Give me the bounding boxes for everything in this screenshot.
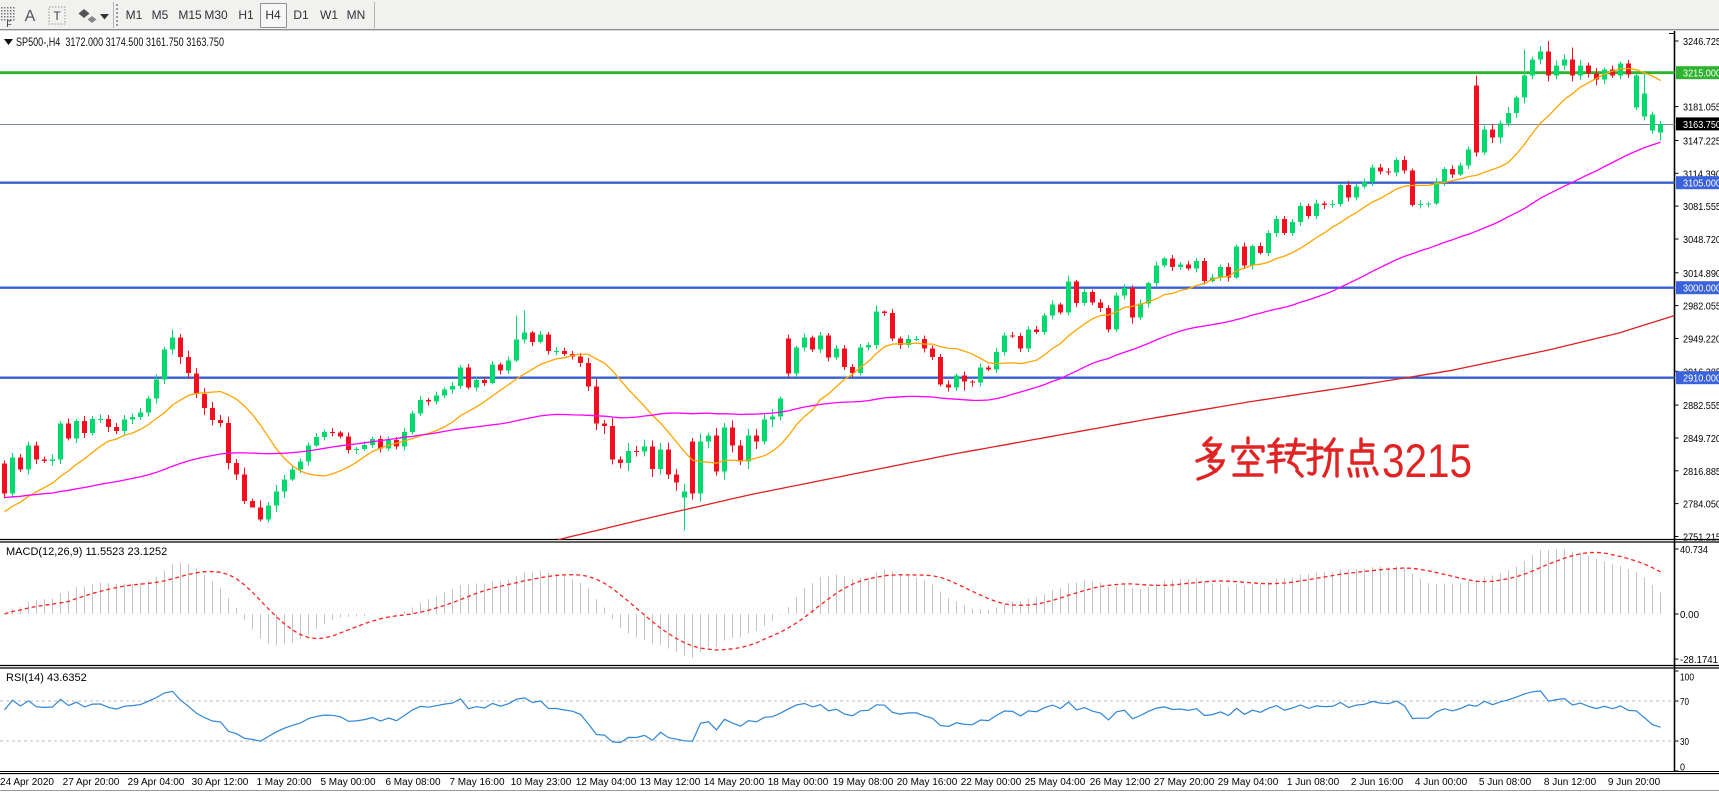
svg-text:18 May 00:00: 18 May 00:00 — [768, 777, 829, 788]
svg-text:13 May 12:00: 13 May 12:00 — [640, 777, 701, 788]
svg-text:22 May 00:00: 22 May 00:00 — [961, 777, 1022, 788]
svg-text:70: 70 — [1680, 696, 1689, 708]
svg-text:3014.890: 3014.890 — [1683, 268, 1719, 280]
svg-text:0.00: 0.00 — [1680, 609, 1699, 621]
svg-text:A: A — [25, 8, 36, 25]
svg-text:MACD(12,26,9) 11.5523 23.1252: MACD(12,26,9) 11.5523 23.1252 — [6, 546, 167, 558]
svg-text:RSI(14) 43.6352: RSI(14) 43.6352 — [6, 672, 87, 684]
svg-text:5 May 00:00: 5 May 00:00 — [320, 777, 375, 788]
svg-text:10 May 23:00: 10 May 23:00 — [511, 777, 572, 788]
svg-text:2982.055: 2982.055 — [1683, 301, 1719, 313]
svg-text:3215.000: 3215.000 — [1683, 68, 1719, 80]
svg-text:14 May 20:00: 14 May 20:00 — [704, 777, 765, 788]
svg-text:3246.725: 3246.725 — [1683, 36, 1719, 48]
svg-text:27 Apr 20:00: 27 Apr 20:00 — [63, 777, 120, 788]
svg-text:2910.000: 2910.000 — [1683, 373, 1719, 385]
svg-text:3181.055: 3181.055 — [1683, 102, 1719, 114]
svg-text:F: F — [6, 19, 12, 29]
svg-text:3147.225: 3147.225 — [1683, 136, 1719, 148]
svg-text:2784.050: 2784.050 — [1683, 499, 1719, 511]
svg-text:25 May 04:00: 25 May 04:00 — [1025, 777, 1086, 788]
svg-text:2816.885: 2816.885 — [1683, 466, 1719, 478]
svg-text:24 Apr 2020: 24 Apr 2020 — [0, 777, 54, 788]
svg-text:29 Apr 04:00: 29 Apr 04:00 — [128, 777, 185, 788]
svg-text:3105.000: 3105.000 — [1683, 178, 1719, 190]
svg-text:2949.220: 2949.220 — [1683, 334, 1719, 346]
svg-text:2882.555: 2882.555 — [1683, 400, 1719, 412]
svg-text:40.734: 40.734 — [1680, 544, 1708, 556]
svg-text:3081.555: 3081.555 — [1683, 201, 1719, 213]
svg-text:2 Jun 16:00: 2 Jun 16:00 — [1351, 777, 1404, 788]
svg-text:6 May 08:00: 6 May 08:00 — [385, 777, 440, 788]
svg-text:-28.1741: -28.1741 — [1680, 654, 1718, 666]
svg-text:1 Jun 08:00: 1 Jun 08:00 — [1287, 777, 1340, 788]
svg-text:8 Jun 12:00: 8 Jun 12:00 — [1544, 777, 1597, 788]
svg-text:3000.000: 3000.000 — [1683, 283, 1719, 295]
svg-text:26 May 12:00: 26 May 12:00 — [1090, 777, 1151, 788]
svg-text:3048.720: 3048.720 — [1683, 234, 1719, 246]
svg-text:1 May 20:00: 1 May 20:00 — [256, 777, 311, 788]
svg-text:2751.215: 2751.215 — [1683, 532, 1719, 544]
svg-text:100: 100 — [1680, 672, 1694, 684]
svg-text:29 May 04:00: 29 May 04:00 — [1218, 777, 1279, 788]
svg-text:30: 30 — [1680, 736, 1689, 748]
svg-text:30 Apr 12:00: 30 Apr 12:00 — [192, 777, 249, 788]
svg-text:3215: 3215 — [1382, 434, 1472, 487]
svg-text:3163.750: 3163.750 — [1683, 119, 1719, 131]
svg-text:T: T — [53, 9, 61, 23]
svg-text:12 May 04:00: 12 May 04:00 — [576, 777, 637, 788]
svg-text:27 May 20:00: 27 May 20:00 — [1154, 777, 1215, 788]
svg-text:20 May 16:00: 20 May 16:00 — [897, 777, 958, 788]
svg-text:19 May 08:00: 19 May 08:00 — [833, 777, 894, 788]
svg-text:0: 0 — [1680, 762, 1685, 774]
svg-text:9 Jun 20:00: 9 Jun 20:00 — [1608, 777, 1661, 788]
svg-text:SP500-,H4 3172.000 3174.500 3: SP500-,H4 3172.000 3174.500 3161.750 316… — [16, 35, 224, 49]
svg-text:7 May 16:00: 7 May 16:00 — [449, 777, 504, 788]
svg-text:2849.720: 2849.720 — [1683, 433, 1719, 445]
svg-text:5 Jun 08:00: 5 Jun 08:00 — [1479, 777, 1532, 788]
svg-text:4 Jun 00:00: 4 Jun 00:00 — [1415, 777, 1468, 788]
